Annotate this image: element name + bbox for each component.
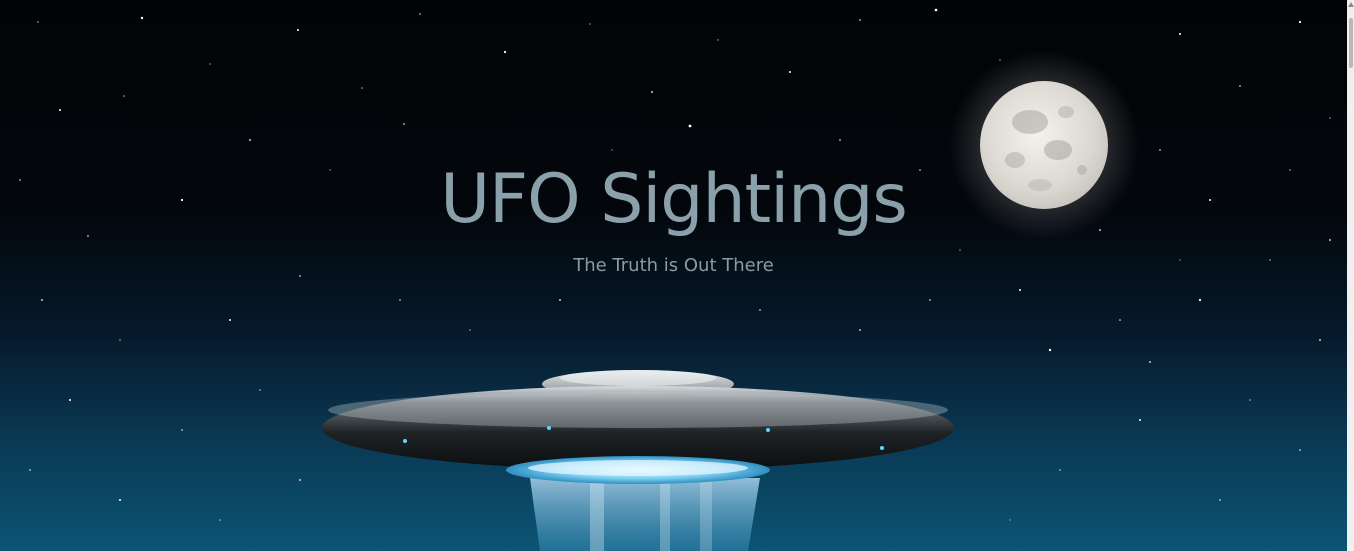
scroll-up-arrow-icon[interactable] — [1348, 2, 1354, 7]
page-subtitle: The Truth is Out There — [573, 255, 774, 276]
starfield — [19, 8, 1331, 521]
page-title: UFO Sightings — [440, 160, 908, 239]
ufo-saucer-image — [322, 370, 954, 484]
tractor-beam — [530, 478, 760, 551]
vertical-scrollbar[interactable] — [1347, 0, 1354, 551]
scrollbar-thumb[interactable] — [1349, 18, 1353, 68]
moon-image — [949, 50, 1139, 240]
